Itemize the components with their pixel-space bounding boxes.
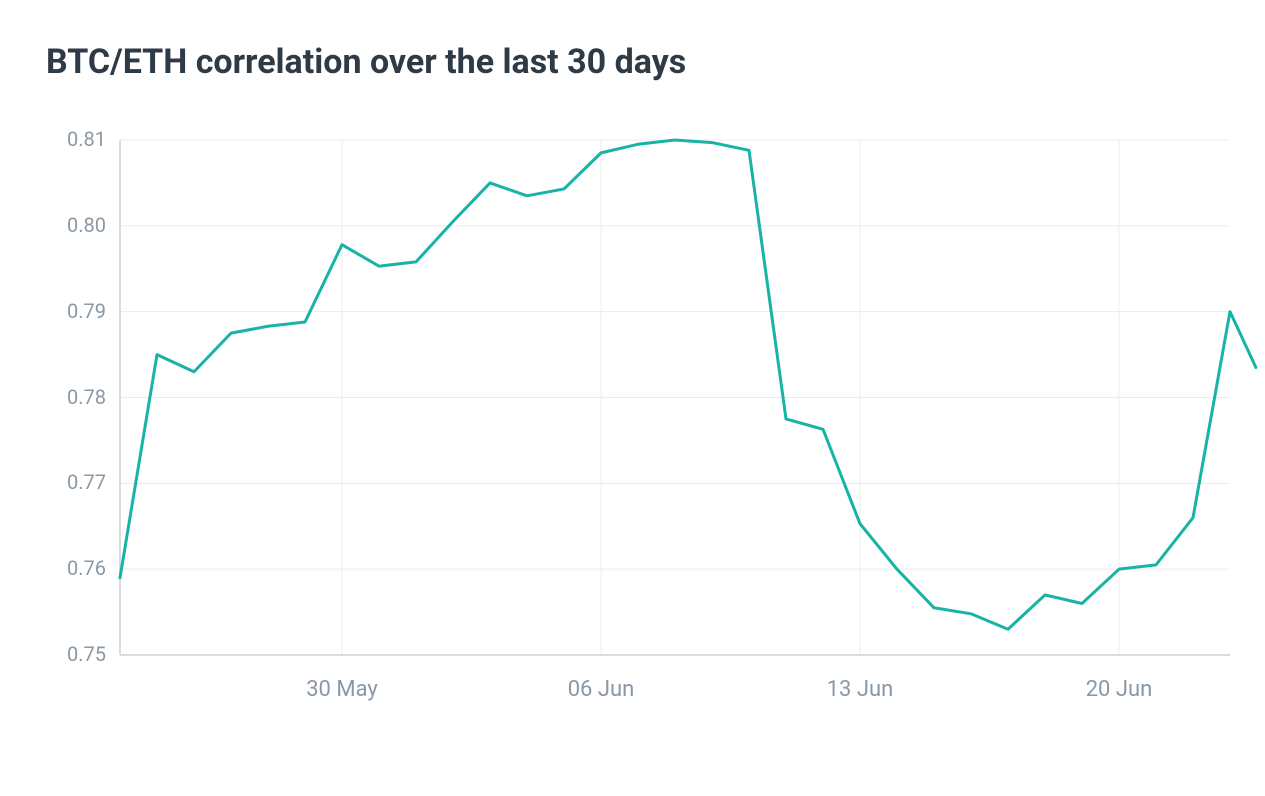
series-line (120, 140, 1256, 629)
chart-title: BTC/ETH correlation over the last 30 day… (46, 42, 686, 82)
y-axis-tick-label: 0.81 (67, 127, 106, 151)
x-axis-tick-label: 20 Jun (1086, 677, 1153, 702)
x-axis-tick-label: 06 Jun (568, 677, 635, 702)
y-axis-tick-label: 0.79 (67, 299, 106, 323)
y-axis-tick-label: 0.75 (67, 642, 106, 666)
x-axis-tick-label: 13 Jun (827, 677, 894, 702)
correlation-chart: BTC/ETH correlation over the last 30 day… (0, 0, 1265, 796)
x-axis-tick-label: 30 May (306, 677, 378, 702)
y-axis-tick-label: 0.77 (67, 470, 106, 494)
y-axis-tick-label: 0.80 (67, 213, 106, 237)
y-axis-tick-label: 0.78 (67, 385, 106, 409)
y-axis-tick-label: 0.76 (67, 556, 106, 580)
